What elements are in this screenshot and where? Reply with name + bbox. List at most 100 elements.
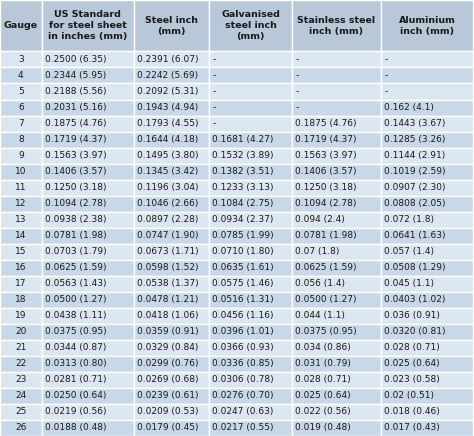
Bar [292,324,381,340]
Bar [292,244,381,260]
Bar [42,132,134,147]
Bar [381,180,473,196]
Bar [381,116,473,132]
Bar [134,260,209,276]
Text: 0.0785 (1.99): 0.0785 (1.99) [212,231,274,240]
Text: 0.1793 (4.55): 0.1793 (4.55) [137,119,199,128]
Text: 0.1250 (3.18): 0.1250 (3.18) [295,183,357,192]
Text: 0.0239 (0.61): 0.0239 (0.61) [137,392,199,400]
Bar [381,324,473,340]
Text: 0.0281 (0.71): 0.0281 (0.71) [45,375,107,385]
Text: 0.2391 (6.07): 0.2391 (6.07) [137,55,199,64]
Text: 0.1563 (3.97): 0.1563 (3.97) [45,151,107,160]
Text: 0.028 (0.71): 0.028 (0.71) [384,344,440,352]
Text: Stainless steel
inch (mm): Stainless steel inch (mm) [298,16,375,36]
Bar [42,244,134,260]
Text: 8: 8 [18,135,24,144]
Bar [0,356,42,372]
Bar [381,292,473,308]
Text: 0.0897 (2.28): 0.0897 (2.28) [137,215,199,224]
Text: 20: 20 [15,327,27,336]
Bar [209,292,292,308]
Text: 0.0438 (1.11): 0.0438 (1.11) [45,311,107,320]
Bar [381,420,473,436]
Bar [292,51,381,68]
Text: 0.0188 (0.48): 0.0188 (0.48) [45,423,107,433]
Bar [42,324,134,340]
Bar [134,132,209,147]
Bar [0,196,42,211]
Bar [381,51,473,68]
Bar [42,276,134,292]
Text: -: - [295,87,299,96]
Bar [292,228,381,244]
Text: 0.0598 (1.52): 0.0598 (1.52) [137,263,199,272]
Bar [0,276,42,292]
Bar [0,388,42,404]
Text: 0.0269 (0.68): 0.0269 (0.68) [137,375,199,385]
Bar [209,68,292,83]
Bar [209,420,292,436]
Bar [209,84,292,99]
Bar [42,420,134,436]
Text: 0.0575 (1.46): 0.0575 (1.46) [212,279,274,288]
Text: 0.025 (0.64): 0.025 (0.64) [295,392,351,400]
Bar [0,116,42,132]
Bar [42,404,134,420]
Bar [209,308,292,324]
Bar [292,164,381,180]
Text: 0.2242 (5.69): 0.2242 (5.69) [137,71,199,80]
Bar [209,276,292,292]
Bar [0,132,42,147]
Text: 6: 6 [18,103,24,112]
Bar [209,0,292,51]
Bar [134,388,209,404]
Text: 17: 17 [15,279,27,288]
Bar [0,244,42,260]
Text: 0.0359 (0.91): 0.0359 (0.91) [137,327,199,336]
Text: 0.1719 (4.37): 0.1719 (4.37) [45,135,107,144]
Text: 0.0306 (0.78): 0.0306 (0.78) [212,375,274,385]
Text: 0.0299 (0.76): 0.0299 (0.76) [137,359,199,368]
Bar [209,404,292,420]
Bar [0,164,42,180]
Text: -: - [384,87,388,96]
Text: 0.031 (0.79): 0.031 (0.79) [295,359,351,368]
Text: 0.0329 (0.84): 0.0329 (0.84) [137,344,199,352]
Text: 0.0808 (2.05): 0.0808 (2.05) [384,199,446,208]
Bar [209,340,292,356]
Bar [42,228,134,244]
Text: 0.0516 (1.31): 0.0516 (1.31) [212,295,274,304]
Bar [0,148,42,164]
Text: 0.025 (0.64): 0.025 (0.64) [384,359,440,368]
Bar [292,340,381,356]
Bar [292,196,381,211]
Bar [0,84,42,99]
Text: -: - [384,55,388,64]
Bar [292,132,381,147]
Text: 0.0563 (1.43): 0.0563 (1.43) [45,279,107,288]
Text: -: - [295,71,299,80]
Bar [381,260,473,276]
Text: 0.018 (0.46): 0.018 (0.46) [384,408,440,416]
Bar [381,276,473,292]
Text: 5: 5 [18,87,24,96]
Text: 0.1875 (4.76): 0.1875 (4.76) [295,119,357,128]
Text: Aluminium
inch (mm): Aluminium inch (mm) [399,16,456,36]
Bar [381,404,473,420]
Text: 0.0219 (0.56): 0.0219 (0.56) [45,408,107,416]
Bar [0,99,42,116]
Bar [42,51,134,68]
Text: 0.019 (0.48): 0.019 (0.48) [295,423,351,433]
Bar [42,68,134,83]
Bar [209,244,292,260]
Bar [292,356,381,372]
Text: 0.057 (1.4): 0.057 (1.4) [384,247,434,256]
Text: 16: 16 [15,263,27,272]
Text: 0.1443 (3.67): 0.1443 (3.67) [384,119,446,128]
Bar [0,0,42,51]
Bar [209,180,292,196]
Text: 0.07 (1.8): 0.07 (1.8) [295,247,340,256]
Text: 19: 19 [15,311,27,320]
Text: 0.0641 (1.63): 0.0641 (1.63) [384,231,446,240]
